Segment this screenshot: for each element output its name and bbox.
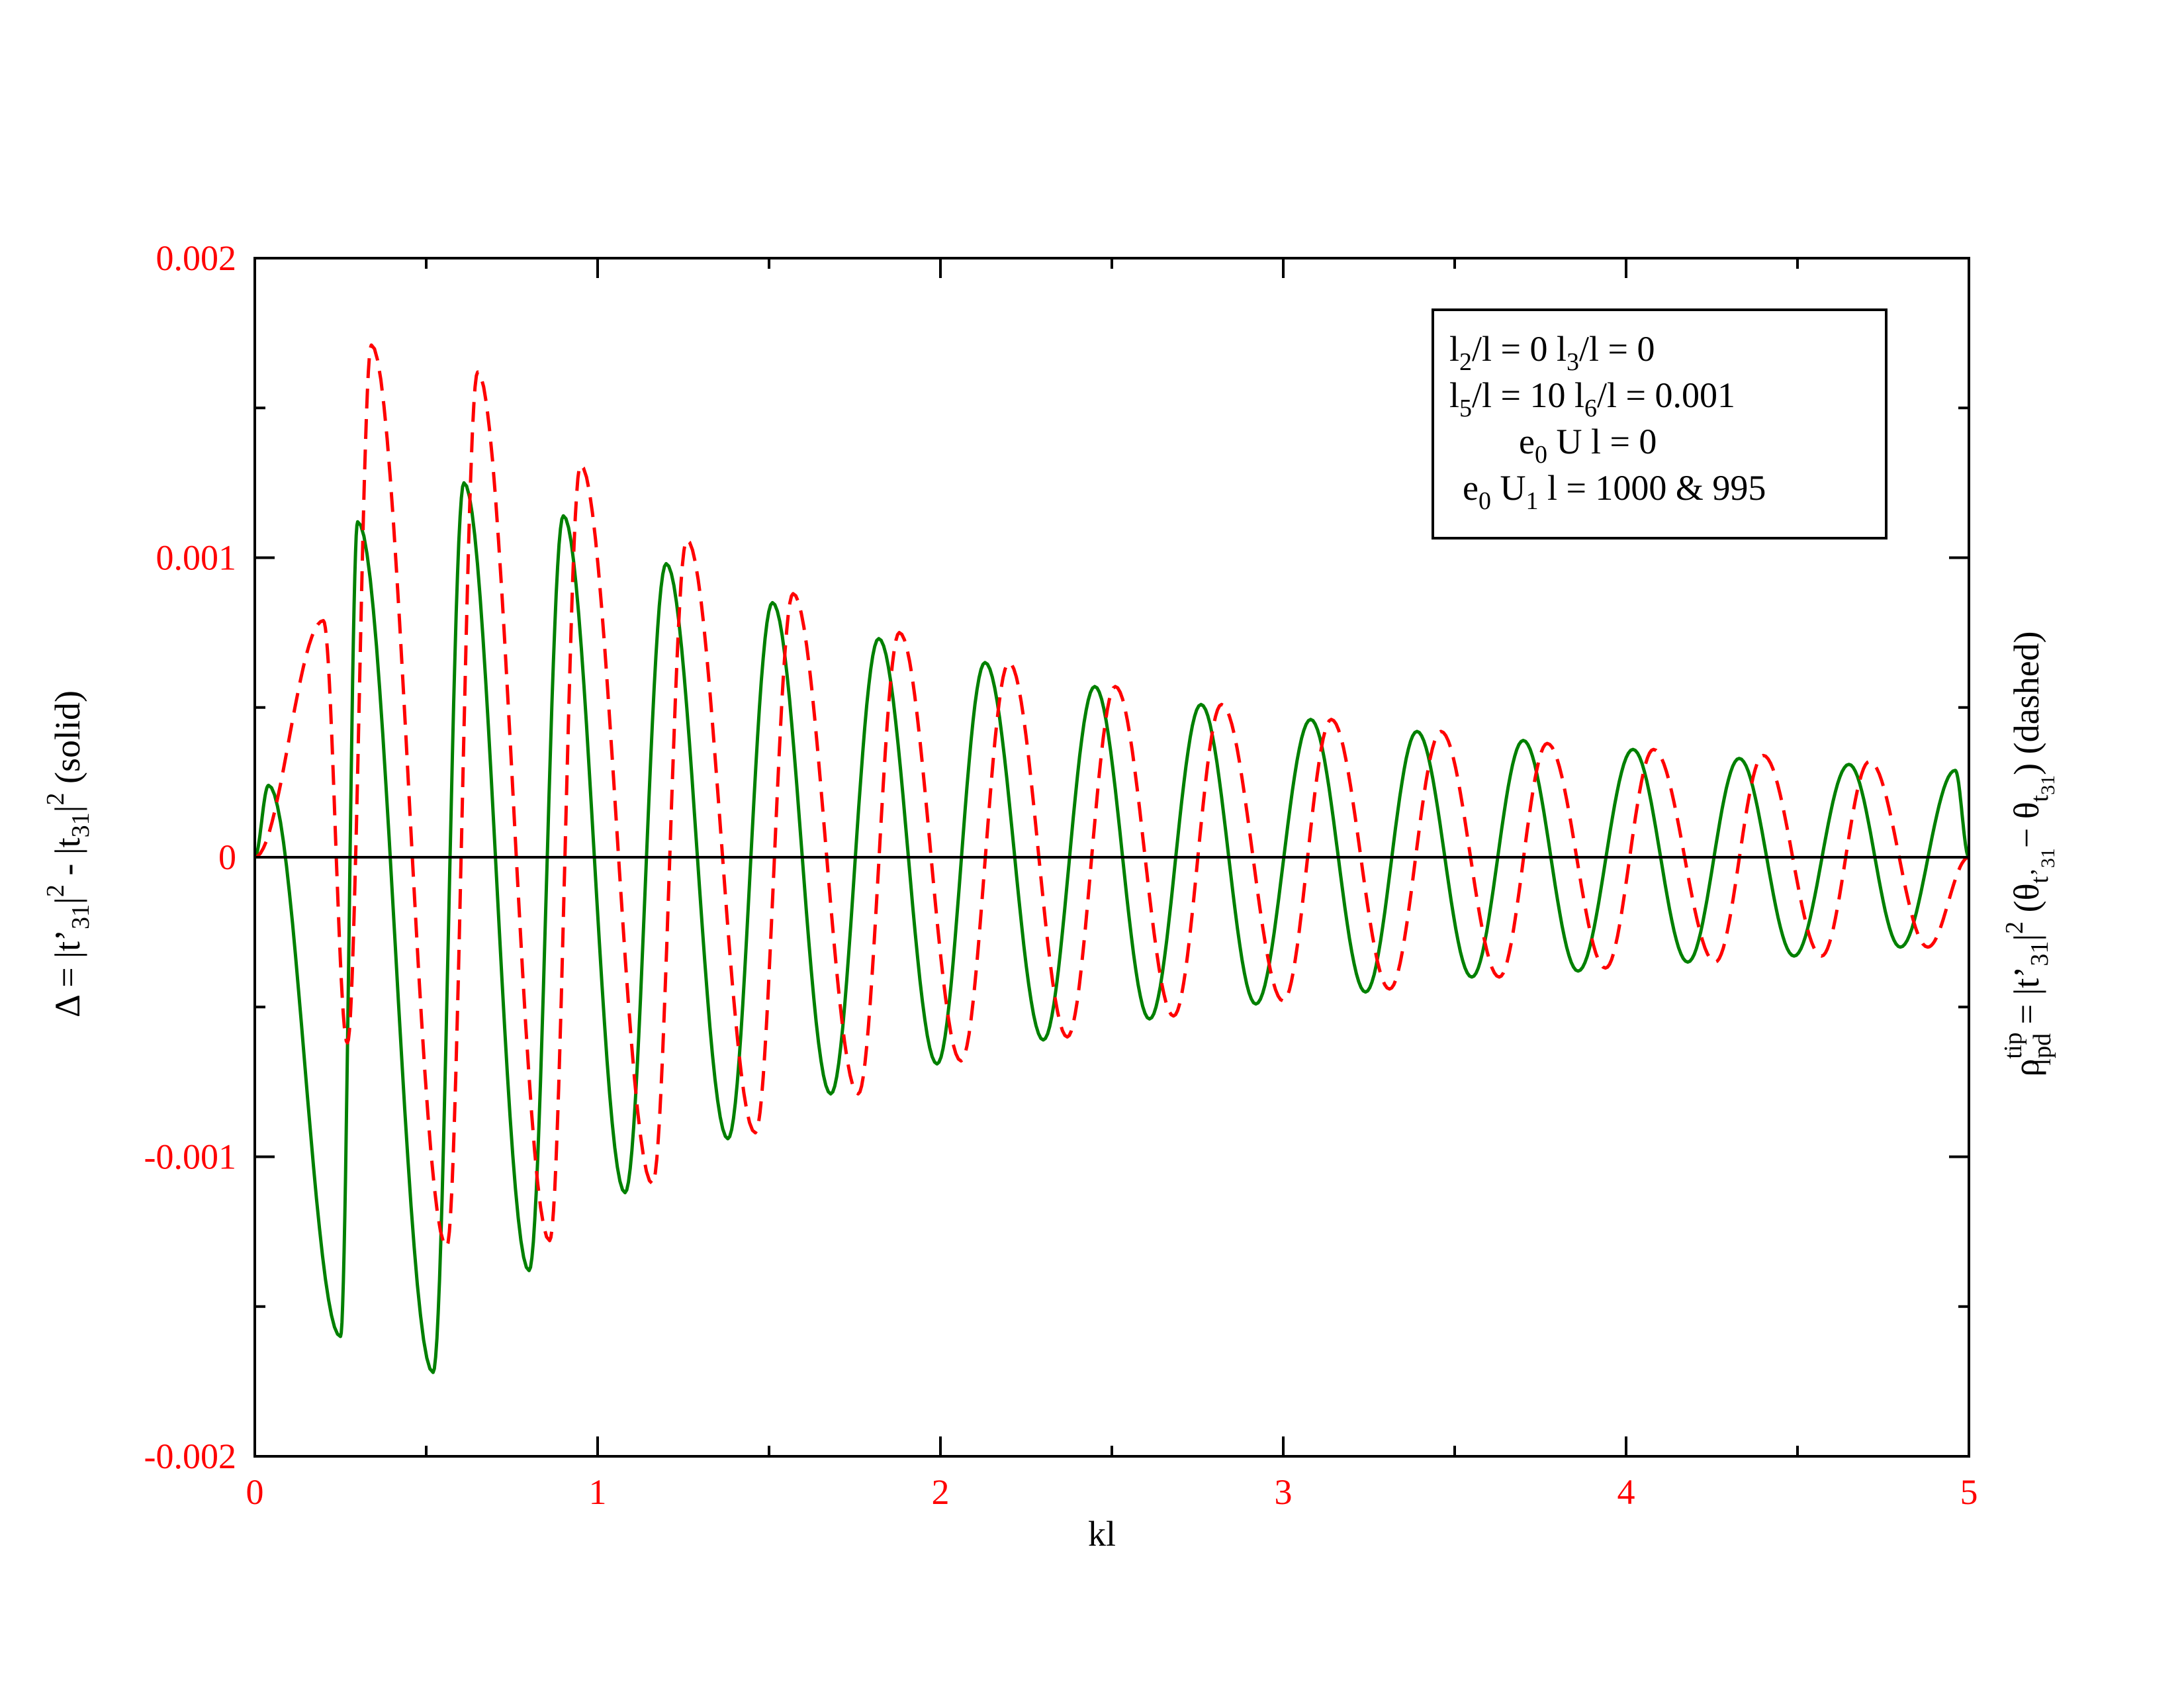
x-tick-label: 1 bbox=[589, 1472, 607, 1512]
y-tick-label: 0.002 bbox=[156, 238, 237, 278]
x-axis-label: kl bbox=[1088, 1514, 1116, 1554]
legend-line-4: e0 U1 l = 1000 & 995 bbox=[1463, 468, 1766, 515]
tick-labels: 0 1 2 3 4 5 -0.002 -0.001 0 0.001 0.002 bbox=[144, 238, 1978, 1512]
y-tick-label: 0 bbox=[218, 837, 236, 877]
plot-frame bbox=[253, 257, 1970, 1458]
legend-line-3: e0 U l = 0 bbox=[1519, 422, 1657, 469]
y-tick-label: -0.002 bbox=[144, 1436, 236, 1476]
y-axis-label-right: ρtiplpd = |t’31|2 (θt’31− θt31) (dashed) bbox=[1999, 631, 2059, 1076]
y-tick-label: 0.001 bbox=[156, 538, 237, 578]
legend-box bbox=[1432, 308, 1888, 539]
legend-line-2: l5/l = 10 l6/l = 0.001 bbox=[1449, 375, 1735, 422]
x-tick-label: 4 bbox=[1617, 1472, 1635, 1512]
x-tick-label: 0 bbox=[246, 1472, 264, 1512]
series-solid-line bbox=[253, 481, 1970, 1374]
series-dashed-line bbox=[254, 343, 1970, 1248]
y-axis-label-left: Δ = |t’31|2 - |t31|2 (solid) bbox=[42, 690, 95, 1017]
x-tick-label: 5 bbox=[1960, 1472, 1978, 1512]
x-tick-label: 2 bbox=[932, 1472, 950, 1512]
series-lines bbox=[253, 343, 1970, 1374]
legend-line-1: l2/l = 0 l3/l = 0 bbox=[1449, 329, 1655, 376]
legend: l2/l = 0 l3/l = 0 l5/l = 10 l6/l = 0.001… bbox=[1432, 308, 1888, 539]
x-tick-label: 3 bbox=[1275, 1472, 1293, 1512]
y-tick-label: -0.001 bbox=[144, 1137, 236, 1177]
